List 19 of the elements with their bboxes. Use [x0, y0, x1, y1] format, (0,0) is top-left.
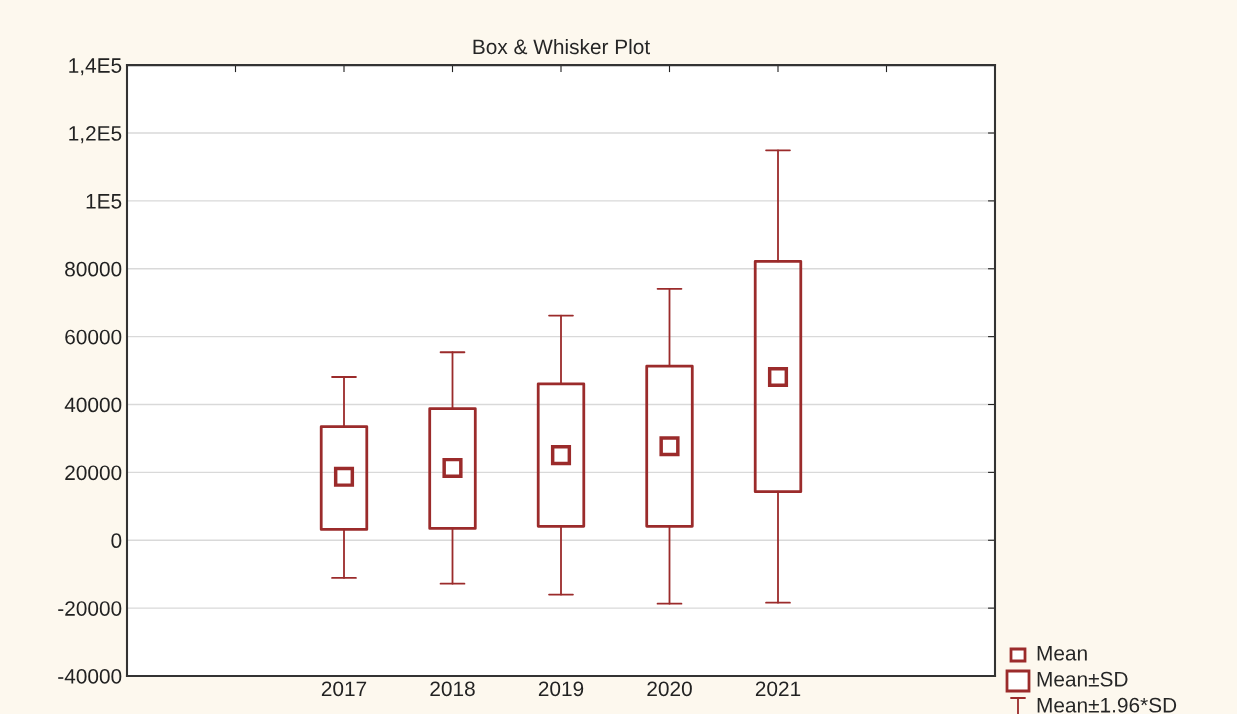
x-tick-label: 2021	[755, 681, 801, 697]
chart-title: Box & Whisker Plot	[473, 38, 650, 55]
y-tick-label: 1,2E5	[69, 126, 122, 144]
y-tick-label: -20000	[58, 601, 122, 616]
text: Mean±SD	[1037, 671, 1128, 687]
y-tick-label: 1,4E5	[69, 58, 122, 76]
x-tick-label: 2020	[647, 681, 692, 697]
x-tick-label: 2017	[321, 681, 367, 697]
y-tick-label: 60000	[65, 329, 122, 345]
text: Mean±1.96*SD	[1037, 697, 1177, 713]
y-tick-label: 40000	[64, 397, 122, 413]
y-tick-label: 20000	[65, 465, 122, 481]
x-tick-label: 2018	[430, 681, 475, 697]
y-tick-label: 1E5	[86, 194, 122, 209]
y-tick-label: 80000	[65, 261, 122, 277]
y-tick-label: 0	[111, 533, 122, 549]
text: Mean	[1037, 646, 1087, 661]
x-tick-label: 2019	[538, 681, 584, 697]
y-tick-label: -40000	[58, 669, 122, 684]
